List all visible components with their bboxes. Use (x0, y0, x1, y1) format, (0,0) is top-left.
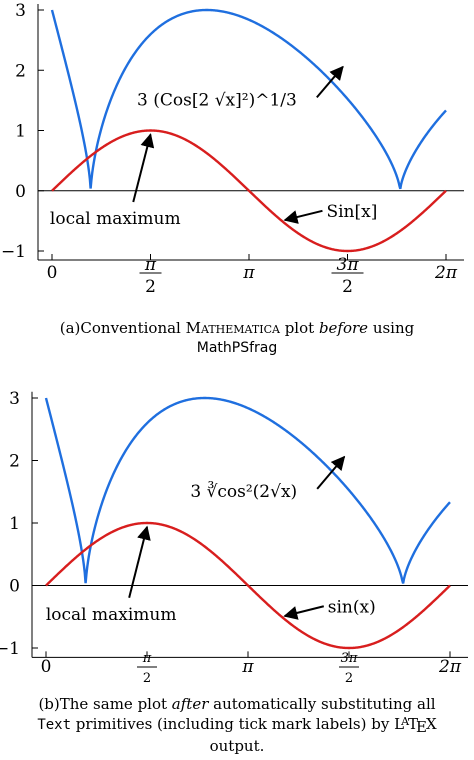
x-tick-label: 2π (438, 657, 462, 677)
caption-b: (b)The same plot after automatically sub… (0, 694, 474, 756)
y-tick-label: 0 (9, 577, 20, 597)
caption-b-prefix: (b)The same plot (38, 695, 172, 713)
sin-label: sin(x) (328, 597, 376, 617)
caption-b-suffix: automatically substituting all (208, 695, 436, 713)
caption-b-rest: primitives (including tick mark labels) … (71, 715, 395, 733)
caption-a-line1: (a)Conventional Mathematica plot before … (0, 318, 474, 338)
caption-a-line2: MathPSfrag (196, 340, 278, 356)
x-tick-label: π (242, 263, 255, 283)
local-maximum-label: local maximum (46, 605, 177, 625)
caption-a-product: Mathematica (185, 319, 280, 337)
y-tick-label: 2 (15, 61, 26, 81)
x-tick-label-text: π (241, 657, 254, 677)
x-tick-label: π2 (137, 651, 157, 686)
local-maximum-arrow (132, 133, 155, 203)
x-tick-label-numerator: π (142, 651, 152, 666)
x-tick-label-denominator: 2 (345, 671, 353, 686)
caption-b-line1: (b)The same plot after automatically sub… (0, 694, 474, 714)
series-red-line (45, 521, 451, 650)
caption-b-latex-logo: LATEX (394, 715, 437, 736)
y-tick-label: 0 (15, 182, 26, 202)
y-tick-label: 1 (9, 514, 20, 534)
x-tick-label-denominator: 2 (143, 671, 151, 686)
y-tick-label: −1 (0, 639, 20, 659)
cos-formula-label: 3 ∛cos²(2√x) (190, 481, 297, 502)
x-tick-label: 0 (47, 263, 58, 283)
x-tick-label: 3π2 (339, 651, 359, 686)
caption-b-line3: output. (209, 737, 265, 755)
x-tick-label-numerator: 3π (337, 255, 360, 275)
caption-b-code: Text (37, 717, 72, 733)
cos-arrow (316, 65, 344, 99)
x-tick-label: π2 (139, 255, 162, 297)
y-tick-label: 3 (15, 1, 26, 21)
x-tick-label-text: π (242, 263, 255, 283)
sin-arrow (283, 209, 323, 224)
caption-a: (a)Conventional Mathematica plot before … (0, 318, 474, 358)
cos-arrow (316, 455, 346, 490)
series-blue-line (50, 8, 447, 190)
caption-a-prefix: (a)Conventional (59, 319, 186, 337)
y-tick-label: 2 (9, 452, 20, 472)
x-tick-label-text: 0 (47, 263, 58, 283)
caption-b-emph: after (171, 695, 209, 713)
y-tick-label: −1 (1, 242, 26, 262)
x-tick-label-denominator: 2 (145, 277, 156, 297)
caption-a-emph: before (318, 319, 369, 337)
x-tick-label: 3π2 (331, 255, 364, 297)
series-red-line (51, 129, 447, 253)
x-tick-label-numerator: 3π (341, 651, 358, 666)
caption-a-suffix: using (368, 319, 415, 337)
cos-formula-label: 3 (Cos[2 √x]²)^1/3 (137, 90, 297, 110)
x-tick-label: 2π (434, 263, 458, 283)
x-tick-label-numerator: π (144, 255, 157, 275)
sin-arrow (283, 605, 325, 620)
local-maximum-arrow (128, 525, 151, 598)
caption-a-middle: plot (279, 319, 319, 337)
y-tick-label: 1 (15, 122, 26, 142)
x-tick-label: 0 (41, 657, 52, 677)
caption-b-line2: Text primitives (including tick mark lab… (0, 714, 474, 736)
series-blue-line (44, 396, 451, 584)
x-tick-label-text: 2π (434, 263, 458, 283)
x-tick-label-text: 0 (41, 657, 52, 677)
x-tick-label: π (241, 657, 254, 677)
x-tick-label-denominator: 2 (342, 277, 353, 297)
x-tick-label-text: 2π (438, 657, 462, 677)
y-tick-label: 3 (9, 389, 20, 409)
sin-label: Sin[x] (326, 202, 377, 222)
local-maximum-label: local maximum (50, 209, 181, 229)
